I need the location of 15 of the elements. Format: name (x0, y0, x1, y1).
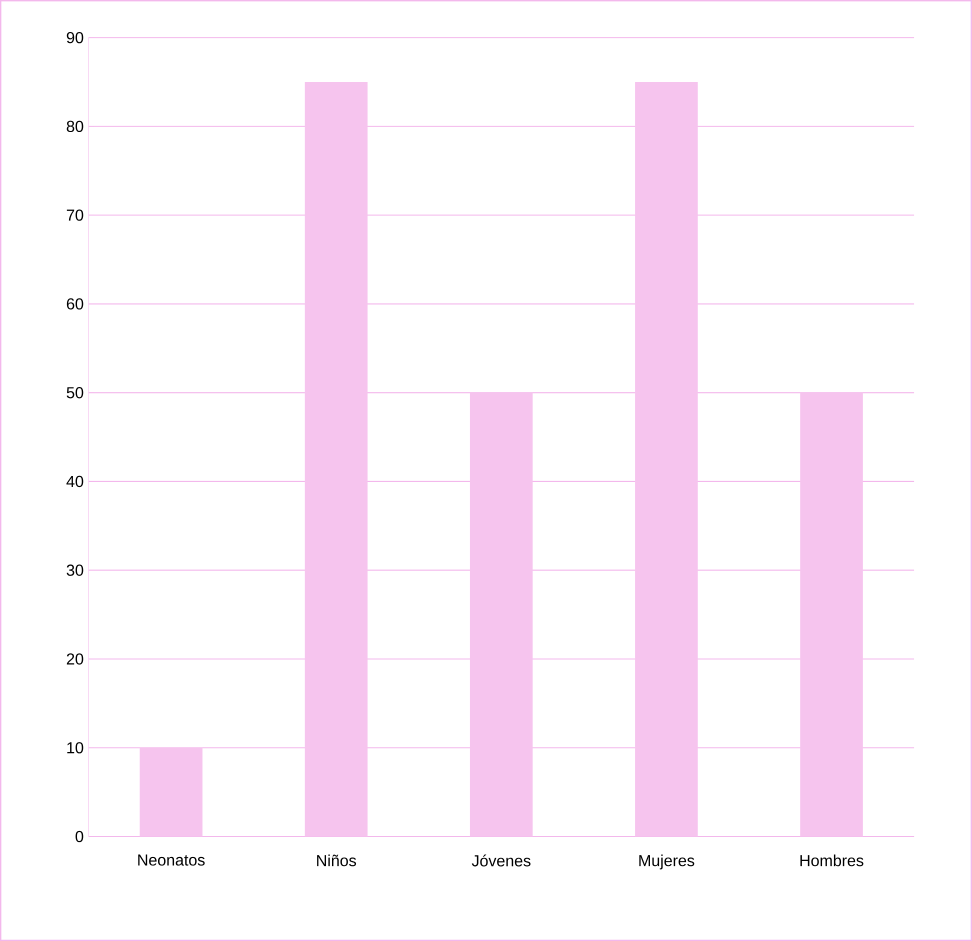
y-tick-label: 0 (76, 830, 84, 842)
y-tick-label: 90 (66, 32, 84, 44)
y-tick-label: 70 (66, 209, 84, 221)
y-tick-label: 40 (66, 476, 84, 488)
x-tick-label: Niños (317, 854, 356, 866)
y-tick-label: 10 (67, 742, 84, 754)
x-tick-label: Hombres (800, 854, 864, 866)
y-tick-label: 50 (66, 387, 84, 398)
y-tick-label: 60 (66, 298, 84, 310)
x-tick-label: Mujeres (639, 854, 694, 870)
y-tick-label: 30 (66, 564, 84, 576)
x-tick-label: Jóvenes (472, 854, 530, 866)
y-tick-label: 80 (66, 120, 84, 132)
y-tick-label: 20 (66, 653, 84, 665)
x-tick-label: Neonatos (138, 854, 205, 866)
